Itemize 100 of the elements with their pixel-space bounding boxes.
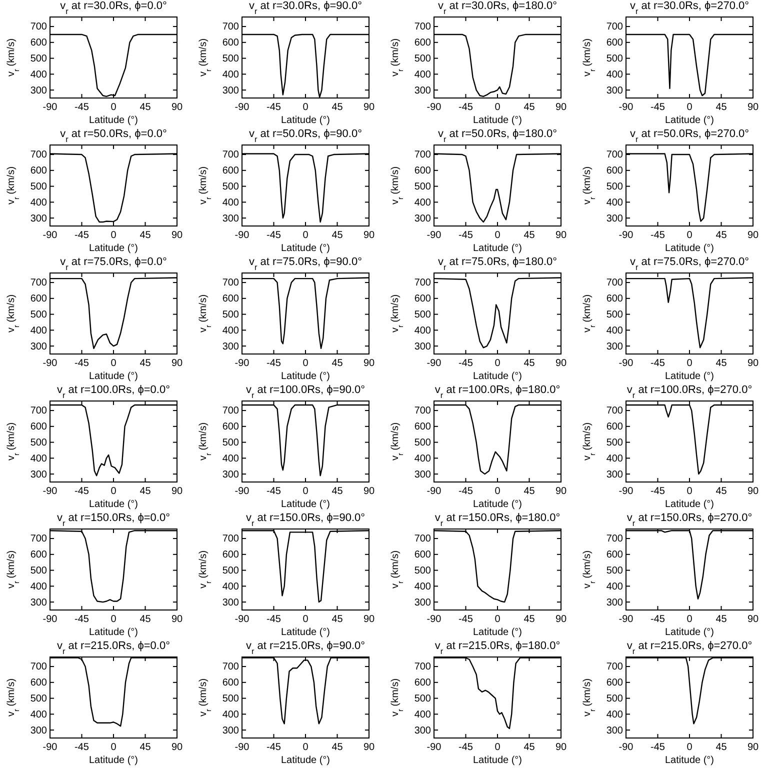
x-tick-label: -90 [426,230,442,242]
y-tick-label: 600 [30,678,48,689]
x-tick-label: -45 [458,230,474,242]
y-tick-label: 500 [30,565,48,576]
chart-title: v$_{r}$ at r=100.0Rs, ϕ=0.0° [57,384,170,400]
x-tick-label: -45 [266,486,282,498]
y-tick-label: 600 [414,550,432,561]
chart-title: v$_{r}$ at r=100.0Rs, ϕ=270.0° [626,384,752,400]
y-tick-label: 600 [30,422,48,433]
y-tick-label: 400 [606,69,624,80]
y-tick-label: 700 [606,406,624,417]
y-tick-label: 600 [30,550,48,561]
x-tick-label: -90 [42,358,58,370]
y-tick-label: 400 [414,197,432,208]
x-tick-label: 45 [140,614,152,626]
x-tick-label: 0 [302,230,309,242]
x-axis-title: Latitude (°) [88,499,138,510]
x-axis-title: Latitude (°) [472,499,522,510]
y-tick-label: 700 [414,534,432,545]
chart-title: v$_{r}$ at r=30.0Rs, ϕ=180.0° [438,0,558,16]
x-tick-label: -45 [650,486,666,498]
x-tick-label: -90 [42,742,58,754]
y-tick-label: 300 [414,725,432,736]
x-tick-label: 45 [140,230,152,242]
x-axis-title: Latitude (°) [664,755,714,766]
x-tick-label: -90 [234,614,250,626]
x-tick-label: -90 [234,230,250,242]
chart-title: v$_{r}$ at r=50.0Rs, ϕ=0.0° [60,128,167,144]
x-axis-title: Latitude (°) [280,243,330,254]
x-tick-label: 90 [171,742,183,754]
x-tick-label: -45 [458,102,474,114]
y-tick-label: 300 [414,85,432,96]
chart-title: v$_{r}$ at r=100.0Rs, ϕ=180.0° [434,384,560,400]
x-tick-label: 90 [747,614,759,626]
x-tick-label: 45 [332,614,344,626]
x-tick-label: 45 [524,358,536,370]
x-tick-label: -90 [234,358,250,370]
y-tick-label: 400 [30,709,48,720]
y-tick-label: 500 [30,53,48,64]
y-tick-label: 700 [606,22,624,33]
x-tick-label: 0 [302,102,309,114]
y-tick-label: 400 [30,325,48,336]
x-tick-label: -45 [458,358,474,370]
x-tick-label: 0 [302,358,309,370]
x-tick-label: -90 [426,742,442,754]
x-tick-label: -90 [426,102,442,114]
y-tick-label: 400 [606,453,624,464]
y-tick-label: 500 [30,309,48,320]
chart-title: v$_{r}$ at r=215.0Rs, ϕ=0.0° [57,640,170,656]
y-tick-label: 400 [414,581,432,592]
y-tick-label: 300 [30,469,48,480]
x-tick-label: 0 [494,486,501,498]
y-tick-label: 500 [414,309,432,320]
y-tick-label: 500 [414,437,432,448]
x-tick-label: -90 [234,486,250,498]
x-tick-label: 0 [686,614,693,626]
y-tick-label: 400 [414,453,432,464]
chart-title: v$_{r}$ at r=150.0Rs, ϕ=270.0° [626,512,752,528]
x-tick-label: 0 [494,230,501,242]
y-tick-label: 300 [222,213,240,224]
x-tick-label: 90 [171,614,183,626]
y-tick-label: 500 [222,309,240,320]
y-tick-label: 400 [414,709,432,720]
y-tick-label: 400 [414,325,432,336]
x-axis-title: Latitude (°) [664,499,714,510]
x-tick-label: -45 [266,230,282,242]
y-tick-label: 500 [222,565,240,576]
y-tick-label: 300 [414,597,432,608]
x-tick-label: 0 [110,614,117,626]
chart-title: v$_{r}$ at r=150.0Rs, ϕ=90.0° [246,512,366,528]
x-tick-label: 45 [140,102,152,114]
y-tick-label: 300 [222,725,240,736]
x-tick-label: 45 [716,358,728,370]
y-tick-label: 400 [30,581,48,592]
x-axis-title: Latitude (°) [280,627,330,638]
x-tick-label: -45 [650,358,666,370]
y-tick-label: 300 [606,597,624,608]
x-tick-label: -90 [426,486,442,498]
x-axis-title: Latitude (°) [280,115,330,126]
x-tick-label: 45 [140,358,152,370]
x-tick-label: 90 [363,742,375,754]
y-tick-label: 700 [222,534,240,545]
y-tick-label: 500 [606,309,624,320]
y-tick-label: 700 [414,406,432,417]
x-axis-title: Latitude (°) [664,627,714,638]
y-tick-label: 500 [414,53,432,64]
x-axis-title: Latitude (°) [664,243,714,254]
x-tick-label: 45 [332,230,344,242]
x-axis-title: Latitude (°) [280,371,330,382]
x-axis-title: Latitude (°) [88,371,138,382]
chart-title: v$_{r}$ at r=50.0Rs, ϕ=270.0° [630,128,750,144]
chart-title: v$_{r}$ at r=215.0Rs, ϕ=90.0° [246,640,366,656]
x-tick-label: 45 [716,614,728,626]
x-tick-label: 45 [524,742,536,754]
x-tick-label: 0 [494,102,501,114]
x-tick-label: 45 [524,102,536,114]
y-tick-label: 600 [222,422,240,433]
y-tick-label: 600 [606,38,624,49]
y-tick-label: 700 [222,406,240,417]
y-tick-label: 300 [606,213,624,224]
